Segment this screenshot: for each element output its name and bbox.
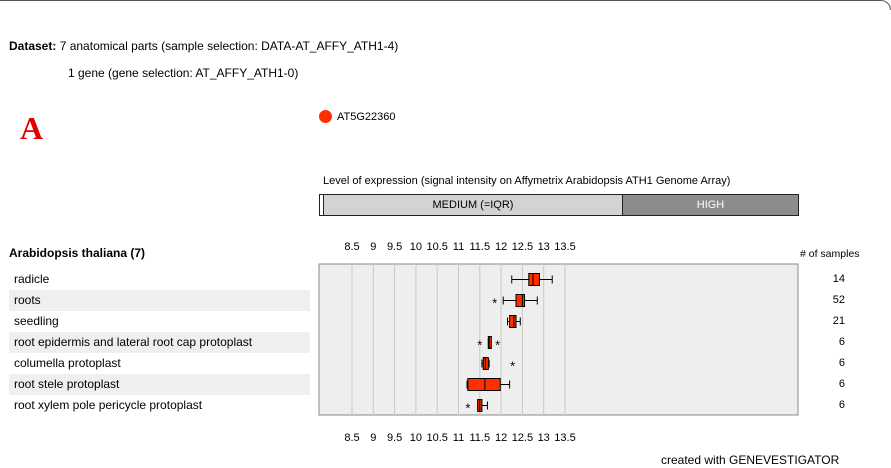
x-tick-label-bottom: 11.5 — [470, 432, 491, 444]
row-stripe — [9, 290, 310, 311]
x-tick-label-bottom: 13.5 — [554, 432, 575, 444]
row-label: roots — [14, 293, 41, 307]
outlier-point: * — [465, 401, 470, 416]
sample-count: 52 — [832, 294, 845, 306]
x-tick-label-top: 10.5 — [426, 241, 447, 253]
x-tick-label-top: 8.5 — [344, 241, 359, 253]
sample-count: 21 — [832, 315, 845, 327]
sample-count: 6 — [838, 378, 845, 390]
row-stripe — [9, 332, 310, 353]
x-tick-label-bottom: 12.5 — [512, 432, 533, 444]
box — [509, 315, 517, 328]
outlier-point: * — [510, 359, 515, 374]
outlier-point: * — [477, 338, 482, 353]
x-tick-label-top: 9.5 — [387, 241, 402, 253]
x-tick-label-top: 12 — [495, 241, 507, 253]
species-label: Arabidopsis thaliana (7) — [9, 246, 146, 260]
x-tick-label-top: 11 — [453, 241, 464, 253]
x-tick-label-top: 13 — [538, 241, 550, 253]
legend-gene-label: AT5G22360 — [337, 110, 396, 123]
panel-letter: A — [20, 110, 44, 146]
level-medium-segment: MEDIUM (=IQR) — [324, 195, 623, 215]
x-tick-label-top: 10 — [410, 241, 422, 253]
sample-count: 6 — [838, 357, 845, 369]
row-label: root epidermis and lateral root cap prot… — [14, 335, 253, 349]
x-tick-label-top: 13.5 — [554, 241, 575, 253]
box — [528, 273, 540, 286]
credit-text: created with GENEVESTIGATOR — [661, 453, 840, 467]
x-tick-label-bottom: 10.5 — [426, 432, 447, 444]
plot-area — [318, 263, 799, 416]
legend-marker-icon — [319, 110, 332, 123]
expression-level-bar: MEDIUM (=IQR) HIGH — [319, 194, 799, 216]
row-label: root stele protoplast — [14, 377, 120, 391]
box — [467, 378, 501, 391]
x-tick-label-bottom: 9 — [370, 432, 376, 444]
level-high-label: HIGH — [696, 199, 725, 211]
dataset-line-1: Dataset: 7 anatomical parts (sample sele… — [9, 39, 399, 53]
x-tick-label-top: 12.5 — [512, 241, 533, 253]
sample-count: 6 — [838, 336, 845, 348]
x-tick-label-bottom: 13 — [538, 432, 550, 444]
outlier-point: * — [495, 338, 500, 353]
dataset-line-2: 1 gene (gene selection: AT_AFFY_ATH1-0) — [68, 66, 299, 80]
outlier-point: * — [492, 296, 497, 311]
sample-count: 6 — [838, 399, 845, 411]
expression-level-title: Level of expression (signal intensity on… — [323, 175, 731, 187]
sample-count: 14 — [832, 273, 845, 285]
level-medium-label: MEDIUM (=IQR) — [432, 199, 514, 211]
level-high-segment: HIGH — [623, 195, 798, 215]
row-stripe — [9, 374, 310, 395]
row-label: seedling — [14, 314, 59, 328]
chart-legend: AT5G22360 — [319, 110, 396, 123]
row-label: radicle — [14, 272, 50, 286]
x-tick-label-bottom: 8.5 — [344, 432, 359, 444]
x-tick-label-bottom: 9.5 — [387, 432, 402, 444]
x-tick-label-top: 11.5 — [470, 241, 491, 253]
x-tick-label-top: 9 — [370, 241, 376, 253]
x-tick-label-bottom: 10 — [410, 432, 422, 444]
box — [487, 336, 492, 349]
x-tick-label-bottom: 11 — [453, 432, 464, 444]
x-tick-label-bottom: 12 — [495, 432, 507, 444]
level-low-segment — [320, 195, 324, 215]
samples-header: # of samples — [800, 248, 860, 260]
box — [515, 294, 526, 307]
row-label: columella protoplast — [14, 356, 121, 370]
row-label: root xylem pole pericycle protoplast — [14, 398, 203, 412]
